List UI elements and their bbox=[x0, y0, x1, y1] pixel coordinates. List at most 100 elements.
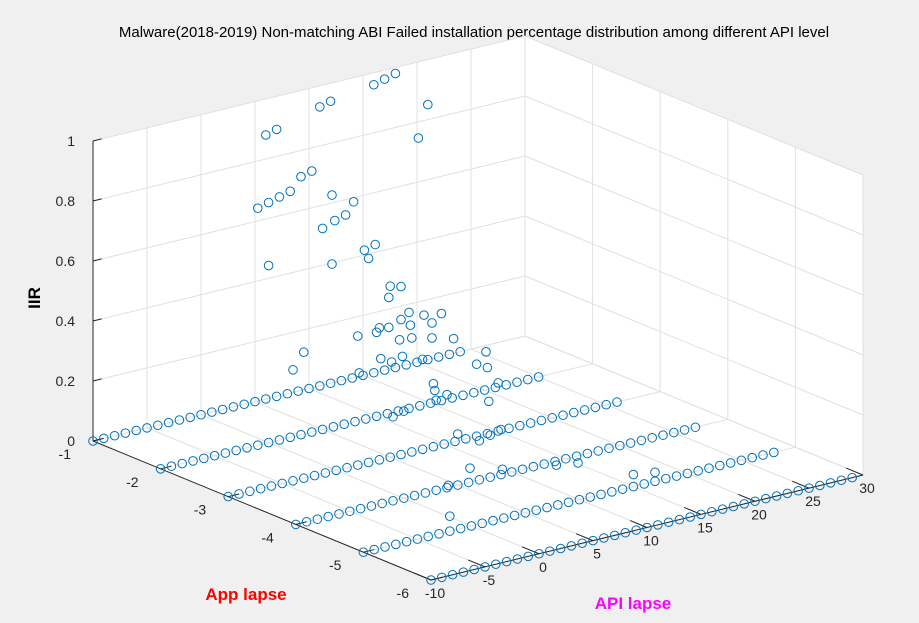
data-point bbox=[309, 470, 320, 481]
data-point bbox=[285, 432, 296, 443]
data-point bbox=[340, 210, 351, 220]
data-point bbox=[369, 79, 379, 90]
data-point bbox=[520, 508, 531, 518]
x-tick bbox=[845, 467, 864, 476]
data-point bbox=[628, 469, 639, 480]
data-point bbox=[99, 433, 109, 444]
data-point bbox=[293, 386, 304, 396]
z-tick-label: 0.8 bbox=[56, 193, 76, 209]
data-point bbox=[617, 484, 628, 495]
data-point bbox=[771, 491, 782, 501]
data-point bbox=[377, 498, 388, 509]
grid-line bbox=[92, 95, 526, 202]
data-point bbox=[455, 523, 466, 534]
data-point bbox=[327, 259, 337, 269]
data-point bbox=[474, 474, 485, 485]
data-point bbox=[679, 425, 690, 435]
data-point bbox=[747, 452, 758, 463]
data-point bbox=[370, 239, 381, 250]
data-point bbox=[484, 396, 494, 407]
data-point bbox=[407, 447, 417, 457]
x-tick bbox=[521, 546, 540, 555]
grid-line bbox=[254, 401, 594, 542]
data-point bbox=[412, 357, 422, 368]
data-point bbox=[350, 416, 360, 427]
data-point bbox=[604, 443, 614, 454]
data-point bbox=[320, 468, 331, 478]
data-point bbox=[401, 360, 412, 370]
data-point bbox=[234, 489, 244, 499]
grid-line bbox=[470, 348, 810, 489]
data-point bbox=[413, 133, 424, 143]
x-tick-label: 5 bbox=[593, 546, 601, 562]
data-point bbox=[307, 166, 317, 176]
data-point bbox=[480, 562, 490, 572]
x-tick bbox=[413, 572, 432, 581]
data-point bbox=[447, 393, 458, 403]
data-point bbox=[220, 448, 231, 458]
data-point bbox=[307, 427, 317, 437]
data-point bbox=[525, 418, 536, 428]
data-point bbox=[482, 362, 493, 373]
y-tick bbox=[295, 521, 307, 525]
data-point bbox=[209, 450, 220, 461]
data-point bbox=[539, 459, 550, 469]
grid-line bbox=[92, 215, 526, 322]
data-point bbox=[439, 439, 450, 449]
data-point bbox=[323, 511, 334, 522]
data-point bbox=[271, 391, 282, 402]
data-point bbox=[715, 460, 725, 471]
data-point bbox=[465, 463, 475, 473]
data-point bbox=[345, 506, 355, 517]
data-point bbox=[497, 464, 508, 475]
data-point bbox=[782, 488, 793, 499]
data-point bbox=[274, 192, 285, 202]
data-point bbox=[431, 485, 442, 496]
data-point bbox=[444, 349, 455, 360]
y-tick-label: -4 bbox=[261, 529, 274, 545]
data-point bbox=[553, 500, 563, 510]
data-point bbox=[588, 535, 598, 546]
data-point bbox=[707, 506, 717, 517]
data-point bbox=[263, 260, 274, 271]
data-point bbox=[412, 534, 423, 544]
data-point bbox=[628, 481, 639, 492]
data-point bbox=[458, 390, 468, 401]
x-tick bbox=[629, 520, 648, 528]
grid-line bbox=[362, 374, 702, 515]
data-point bbox=[317, 424, 328, 435]
z-tick bbox=[92, 318, 102, 322]
data-point bbox=[120, 428, 131, 438]
data-point bbox=[315, 102, 325, 112]
data-point bbox=[642, 522, 652, 533]
z-tick-label: 0.6 bbox=[56, 253, 76, 269]
data-point bbox=[266, 481, 277, 491]
data-point bbox=[354, 368, 365, 378]
data-point bbox=[436, 395, 447, 406]
z-tick bbox=[92, 258, 102, 262]
grid-line bbox=[295, 418, 728, 525]
data-point bbox=[509, 510, 520, 521]
data-point bbox=[394, 335, 405, 345]
x-tick-label: 0 bbox=[539, 559, 547, 575]
data-point bbox=[376, 353, 386, 364]
data-point bbox=[396, 449, 406, 460]
data-point bbox=[288, 365, 298, 375]
z-tick bbox=[92, 198, 102, 202]
grid-line bbox=[92, 35, 526, 142]
axes-background bbox=[93, 36, 863, 580]
data-point bbox=[815, 480, 825, 491]
x-tick bbox=[791, 480, 810, 489]
z-axis-ticks: 0 0.2 0.4 0.6 0.8 1 bbox=[56, 133, 102, 449]
data-point bbox=[393, 406, 404, 416]
data-point bbox=[758, 450, 768, 460]
data-point bbox=[420, 488, 431, 498]
data-point bbox=[847, 472, 858, 483]
data-point bbox=[445, 526, 455, 537]
data-point bbox=[380, 542, 390, 552]
data-point bbox=[577, 538, 588, 549]
data-point bbox=[481, 347, 491, 357]
y-tick bbox=[228, 493, 240, 498]
data-point bbox=[347, 373, 358, 383]
